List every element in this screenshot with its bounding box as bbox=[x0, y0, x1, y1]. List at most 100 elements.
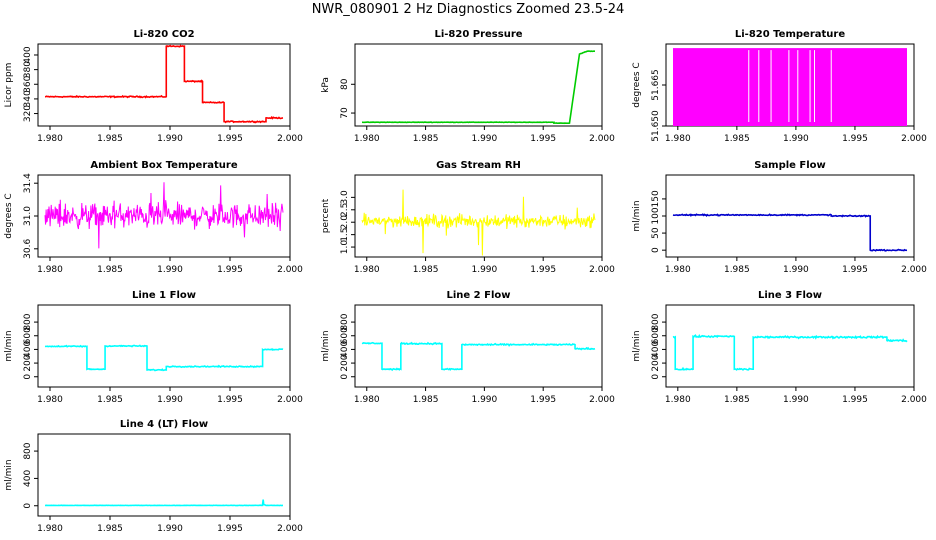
y-tick-label: 70 bbox=[340, 107, 350, 119]
x-tick-label: 1.995 bbox=[842, 265, 868, 275]
chart-panel: Li-820 Pressure 1.980 1.985 1.990 1.995 2.000… bbox=[321, 29, 615, 144]
chart-panel: Line 1 Flow 1.980 1.985 1.990 1.995 2.000 0 200… bbox=[4, 290, 303, 405]
y-tick-label: 600 bbox=[340, 327, 350, 344]
y-axis-label: Licor ppm bbox=[4, 63, 14, 108]
y-axis-label: kPa bbox=[321, 77, 331, 93]
x-tick-label: 1.985 bbox=[97, 265, 123, 275]
y-tick-label: 0 bbox=[340, 374, 350, 380]
y-tick-label: 600 bbox=[23, 327, 33, 344]
panel-frame bbox=[37, 304, 291, 388]
chart-panel: Sample Flow 1.980 1.985 1.990 1.995 2.000 0 50 1… bbox=[632, 160, 927, 275]
chart-panel: Ambient Box Temperature 1.980 1.985 1.990 1.… bbox=[4, 160, 303, 275]
y-tick-label: 31.4 bbox=[23, 173, 33, 193]
y-tick-label: 400 bbox=[23, 341, 33, 358]
panel-frame bbox=[354, 43, 603, 127]
panel-title: Li-820 CO2 bbox=[133, 29, 194, 40]
x-tick-label: 1.995 bbox=[842, 134, 868, 144]
x-tick-label: 1.995 bbox=[217, 265, 243, 275]
x-tick-label: 1.980 bbox=[37, 134, 63, 144]
panel-title: Line 3 Flow bbox=[758, 290, 822, 301]
x-tick-label: 1.990 bbox=[157, 395, 183, 405]
y-tick-label: 200 bbox=[340, 354, 350, 371]
y-tick-label: 800 bbox=[23, 313, 33, 330]
x-tick-label: 1.990 bbox=[471, 395, 497, 405]
x-tick-label: 1.985 bbox=[97, 524, 123, 534]
series-line bbox=[361, 341, 596, 372]
panel-title: Li-820 Temperature bbox=[735, 29, 845, 40]
series-band bbox=[673, 48, 907, 126]
x-tick-label: 2.000 bbox=[589, 265, 615, 275]
x-tick-label: 1.995 bbox=[217, 395, 243, 405]
y-tick-label: 200 bbox=[23, 354, 33, 371]
panel-frame bbox=[37, 433, 291, 517]
x-tick-label: 1.985 bbox=[724, 265, 750, 275]
y-tick-label: 400 bbox=[23, 470, 33, 487]
y-tick-label: 800 bbox=[23, 442, 33, 459]
x-tick-label: 1.985 bbox=[97, 134, 123, 144]
x-tick-label: 1.985 bbox=[413, 395, 439, 405]
x-tick-label: 1.990 bbox=[157, 524, 183, 534]
x-tick-label: 1.990 bbox=[157, 134, 183, 144]
y-tick-label: 400 bbox=[23, 46, 33, 63]
y-tick-label: 30.6 bbox=[23, 239, 33, 259]
x-tick-label: 1.985 bbox=[724, 134, 750, 144]
x-tick-label: 2.000 bbox=[901, 265, 927, 275]
y-tick-label: 2.0 bbox=[340, 215, 350, 230]
series-line bbox=[672, 334, 908, 371]
series-line bbox=[672, 213, 908, 252]
y-tick-label: 0 bbox=[23, 503, 33, 509]
x-tick-label: 2.000 bbox=[901, 395, 927, 405]
x-tick-label: 2.000 bbox=[589, 134, 615, 144]
panel-title: Sample Flow bbox=[754, 160, 826, 171]
x-tick-label: 1.985 bbox=[724, 395, 750, 405]
x-tick-label: 1.995 bbox=[530, 395, 556, 405]
x-tick-label: 1.995 bbox=[530, 265, 556, 275]
chart-panel: Line 3 Flow 1.980 1.985 1.990 1.995 2.000 0 200… bbox=[632, 290, 927, 405]
x-tick-label: 1.990 bbox=[471, 134, 497, 144]
y-tick-label: 0 bbox=[23, 374, 33, 380]
series-line bbox=[44, 44, 284, 124]
x-tick-label: 2.000 bbox=[901, 134, 927, 144]
chart-panel: Li-820 Temperature 1.980 1.985 1.990 1.995 2.… bbox=[632, 29, 927, 144]
y-tick-label: 320 bbox=[23, 105, 33, 122]
y-tick-label: 31.0 bbox=[23, 206, 33, 226]
y-axis-label: degrees C bbox=[632, 62, 642, 107]
y-tick-label: 1.0 bbox=[340, 240, 350, 255]
panel-title: Line 4 (LT) Flow bbox=[120, 419, 208, 430]
x-tick-label: 1.980 bbox=[354, 395, 380, 405]
y-tick-label: 50 bbox=[651, 227, 661, 239]
y-tick-label: 0 bbox=[651, 247, 661, 253]
x-tick-label: 1.980 bbox=[354, 265, 380, 275]
y-tick-label: 1.5 bbox=[340, 227, 350, 241]
x-tick-label: 1.980 bbox=[354, 134, 380, 144]
y-axis-label: ml/min bbox=[632, 330, 642, 361]
y-tick-label: 200 bbox=[651, 354, 661, 371]
x-tick-label: 2.000 bbox=[277, 134, 303, 144]
x-tick-label: 2.000 bbox=[277, 265, 303, 275]
y-axis-label: ml/min bbox=[4, 330, 14, 361]
y-tick-label: 51.665 bbox=[651, 69, 661, 101]
y-tick-label: 340 bbox=[23, 90, 33, 107]
x-tick-label: 1.995 bbox=[842, 395, 868, 405]
x-tick-label: 1.990 bbox=[157, 265, 183, 275]
panel-title: Li-820 Pressure bbox=[434, 29, 522, 40]
series-line bbox=[361, 50, 596, 125]
panel-frame bbox=[354, 304, 603, 388]
panel-frame bbox=[37, 43, 291, 127]
x-tick-label: 2.000 bbox=[277, 395, 303, 405]
y-tick-label: 100 bbox=[651, 207, 661, 224]
panel-frame bbox=[354, 174, 603, 258]
y-tick-label: 150 bbox=[651, 190, 661, 207]
x-tick-label: 1.980 bbox=[665, 265, 691, 275]
x-tick-label: 1.995 bbox=[217, 134, 243, 144]
chart-panel: Gas Stream RH 1.980 1.985 1.990 1.995 2.000 1.… bbox=[321, 160, 615, 275]
series-line bbox=[361, 189, 596, 256]
x-tick-label: 1.995 bbox=[530, 134, 556, 144]
series-line bbox=[44, 344, 284, 372]
y-tick-label: 400 bbox=[651, 341, 661, 358]
x-tick-label: 1.990 bbox=[783, 265, 809, 275]
y-axis-label: ml/min bbox=[321, 330, 331, 361]
x-tick-label: 2.000 bbox=[277, 524, 303, 534]
page-title: NWR_080901 2 Hz Diagnostics Zoomed 23.5-… bbox=[311, 2, 625, 17]
